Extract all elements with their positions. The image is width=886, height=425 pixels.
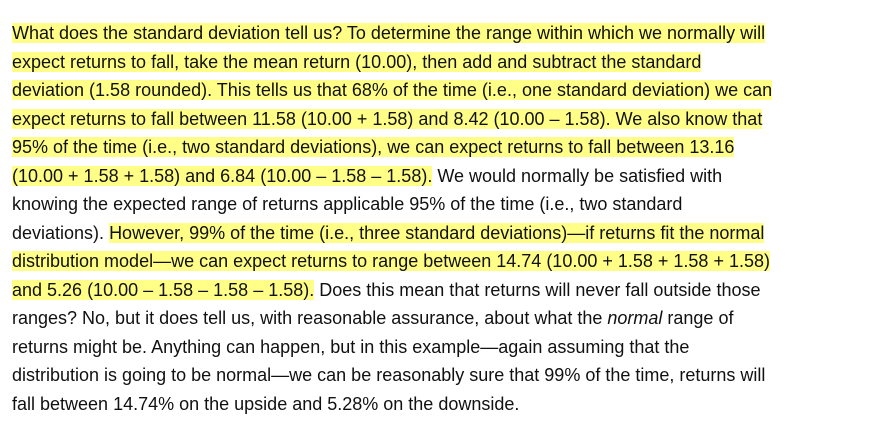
text-line: (10.00 + 1.58 + 1.58) and 6.84 (10.00 – … [12, 164, 722, 189]
text-segment: Does this mean that returns will never f… [314, 279, 761, 300]
text-segment: and 5.26 (10.00 – 1.58 – 1.58 – 1.58). [12, 279, 315, 300]
text-segment: expect returns to fall between 11.58 (10… [12, 108, 763, 129]
text-segment: deviation (1.58 rounded). This tells us … [12, 80, 773, 100]
text-line: expect returns to fall between 11.58 (10… [12, 107, 763, 132]
text-line: distribution model—we can expect returns… [12, 249, 770, 274]
text-line: deviation (1.58 rounded). This tells us … [12, 78, 773, 103]
text-segment: distribution is going to be normal—we ca… [12, 365, 766, 385]
text-segment: distribution model—we can expect returns… [12, 251, 770, 271]
text-line: distribution is going to be normal—we ca… [12, 363, 765, 388]
text-line: 95% of the time (i.e., two standard devi… [12, 135, 735, 160]
text-segment: expect returns to fall, take the mean re… [12, 51, 702, 72]
text-segment: However, 99% of the time (i.e., three st… [109, 222, 765, 243]
text-segment: range of [662, 308, 734, 328]
text-segment: What does the standard deviation tell us… [12, 23, 766, 43]
text-line: knowing the expected range of returns ap… [12, 192, 682, 217]
text-line: fall between 14.74% on the upside and 5.… [12, 392, 519, 417]
text-segment: fall between 14.74% on the upside and 5.… [12, 393, 520, 414]
text-segment: 95% of the time (i.e., two standard devi… [12, 137, 735, 157]
text-segment: normal [607, 308, 663, 328]
text-segment: We would normally be satisfied with [432, 165, 723, 186]
text-segment: deviations). [12, 222, 110, 243]
text-line: deviations). However, 99% of the time (i… [12, 221, 765, 246]
text-line: ranges? No, but it does tell us, with re… [12, 306, 733, 331]
text-segment: ranges? No, but it does tell us, with re… [12, 308, 608, 328]
text-line: returns might be. Anything can happen, b… [12, 335, 689, 360]
text-line: expect returns to fall, take the mean re… [12, 50, 702, 75]
text-line: and 5.26 (10.00 – 1.58 – 1.58 – 1.58). D… [12, 278, 760, 303]
text-segment: (10.00 + 1.58 + 1.58) and 6.84 (10.00 – … [12, 165, 433, 186]
text-line: What does the standard deviation tell us… [12, 21, 766, 46]
text-segment: knowing the expected range of returns ap… [12, 194, 683, 214]
text-segment: returns might be. Anything can happen, b… [12, 336, 690, 357]
